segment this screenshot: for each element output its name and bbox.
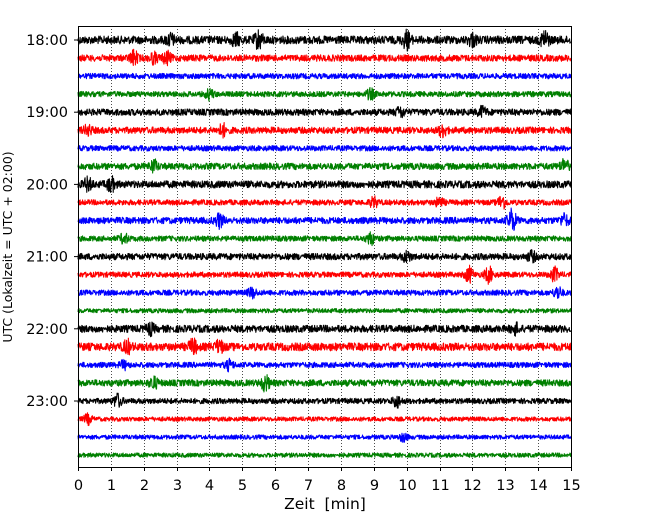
y-tick-label: 19:00 (26, 105, 68, 121)
series-trace (77, 337, 572, 356)
x-tick-label: 15 (562, 478, 580, 494)
x-axis: 0 1 2 3 4 5 6 7 8 9 10 11 12 13 14 15 (74, 467, 581, 494)
x-tick-label: 3 (173, 478, 182, 494)
x-tick-label: 13 (496, 478, 514, 494)
x-tick-label: 10 (398, 478, 416, 494)
x-tick-label: 12 (463, 478, 481, 494)
series-trace (77, 392, 572, 409)
y-tick-label: 18:00 (26, 33, 68, 49)
x-tick-label: 6 (271, 478, 280, 494)
series-trace (77, 207, 572, 231)
x-tick-label: 2 (140, 478, 149, 494)
x-tick-label: 9 (370, 478, 379, 494)
series-trace (77, 195, 572, 210)
series-trace (77, 308, 572, 314)
x-tick-label: 5 (238, 478, 247, 494)
y-axis: 18:00 19:00 20:00 21:00 22:00 23:00 (26, 33, 78, 410)
y-tick-label: 23:00 (26, 394, 68, 410)
series-trace (77, 121, 572, 139)
y-tick-label: 20:00 (26, 177, 68, 193)
series-trace (77, 249, 572, 264)
x-tick-label: 14 (529, 478, 547, 494)
series-trace (77, 48, 572, 67)
x-axis-title: Zeit [min] (284, 495, 366, 513)
plot-frame (78, 26, 572, 468)
series-trace (77, 157, 572, 174)
series-trace (77, 104, 572, 119)
series-trace (77, 321, 572, 338)
series-trace (77, 357, 572, 373)
series-trace (77, 231, 572, 247)
x-tick-label: 4 (205, 478, 214, 494)
series-trace (77, 175, 572, 193)
x-tick-label: 1 (107, 478, 116, 494)
series-trace (77, 432, 572, 443)
x-tick-label: 11 (431, 478, 449, 494)
trace-lines (77, 28, 572, 458)
x-tick-label: 7 (304, 478, 313, 494)
y-axis-title: UTC (Lokalzeit = UTC + 02:00) (0, 151, 15, 342)
series-trace (77, 145, 572, 152)
series-trace (77, 412, 572, 427)
series-trace (77, 264, 572, 285)
series-trace (77, 72, 572, 80)
series-trace (77, 86, 572, 102)
y-tick-label: 21:00 (26, 250, 68, 266)
x-tick-label: 0 (74, 478, 83, 494)
series-trace (77, 452, 572, 458)
series-trace (77, 374, 572, 393)
series-trace (77, 286, 572, 300)
series-trace (77, 28, 572, 52)
y-tick-label: 22:00 (26, 322, 68, 338)
x-tick-label: 8 (337, 478, 346, 494)
